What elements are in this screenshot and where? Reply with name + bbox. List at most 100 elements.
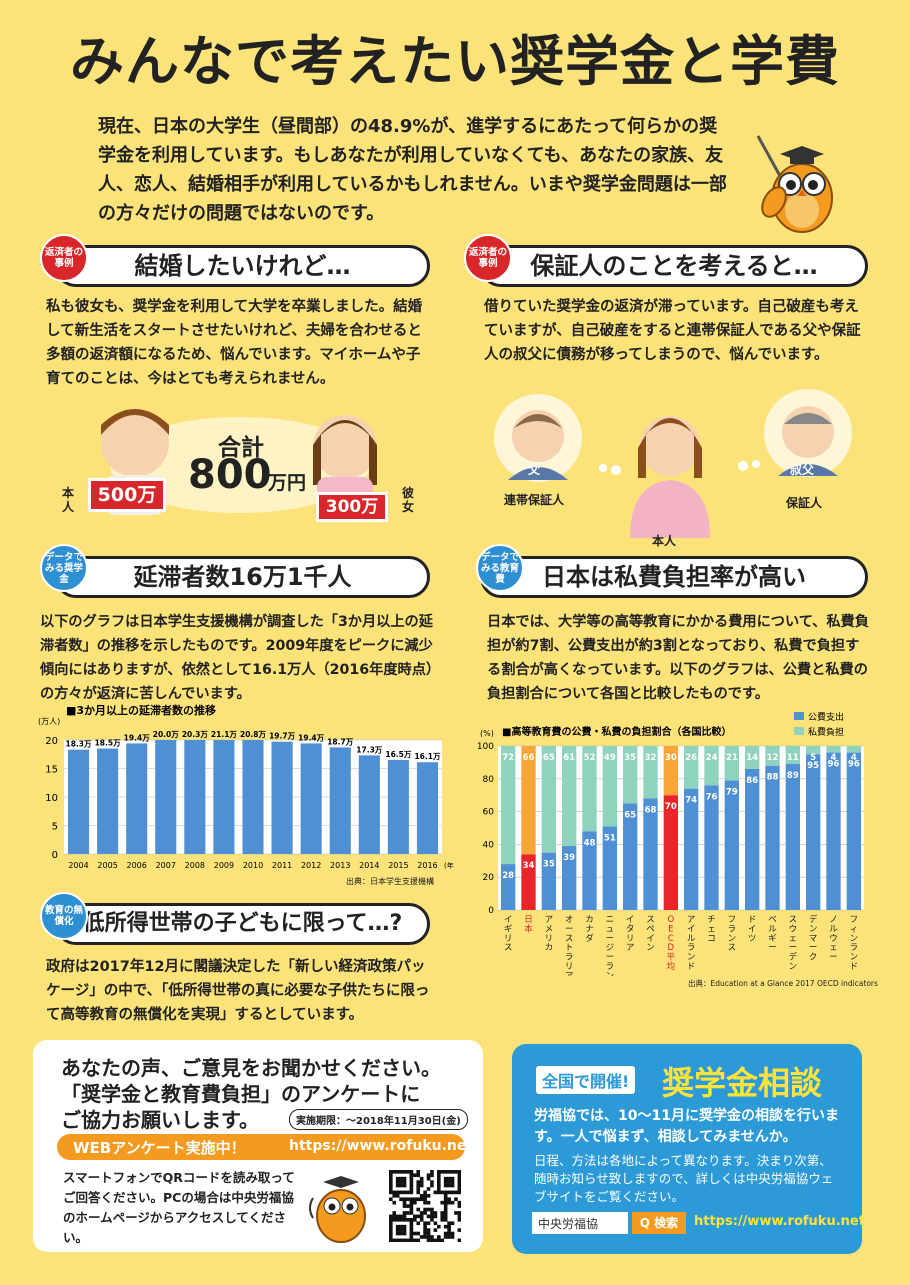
chart1-bar: [358, 755, 380, 854]
chart2-bar-private: [806, 746, 821, 755]
qr-module: [395, 1214, 400, 1219]
survey-banner[interactable]: WEBアンケート実施中！ https://www.rofuku.net: [57, 1134, 473, 1160]
chart2-ylabel: (%): [480, 729, 494, 738]
chart2-xtick-char: リ: [565, 962, 574, 972]
chart2-label-private: 30: [665, 753, 677, 763]
chart2-xtick-char: ン: [789, 962, 798, 972]
label-her: 彼女: [402, 486, 415, 514]
qr-module: [416, 1238, 421, 1242]
chart2-bar-private: [501, 746, 516, 865]
survey-panel: あなたの声、ご意見をお聞かせください。 「奨学金と教育費負担」のアンケートに ご…: [33, 1040, 483, 1252]
survey-line2: 「奨学金と教育費負担」のアンケートに: [61, 1082, 421, 1106]
chart2-bar-public: [602, 826, 617, 910]
chart2-xtick-char: ン: [728, 934, 737, 944]
free-tag: 教育の無償化: [40, 892, 88, 940]
chart1-bar: [184, 740, 206, 854]
qr-module: [426, 1238, 431, 1242]
qr-module: [416, 1207, 421, 1212]
qr-module: [423, 1207, 427, 1212]
qr-module: [454, 1170, 458, 1174]
qr-module: [395, 1228, 400, 1232]
qr-module: [409, 1228, 414, 1232]
chart2-xtick-char: 本: [524, 923, 533, 934]
chart2-xtick-char: ー: [565, 924, 574, 934]
qr-module: [409, 1231, 414, 1236]
qr-module: [433, 1211, 438, 1215]
chart2-xtick-char: ィ: [850, 924, 859, 934]
chart2-bar-private: [582, 746, 597, 832]
qr-module: [430, 1214, 434, 1219]
qr-module: [440, 1238, 445, 1242]
data1-heading: 延滞者数16万1千人: [55, 556, 430, 598]
chart1-data-label: 20.8万: [240, 730, 267, 739]
qr-module: [399, 1231, 403, 1236]
qr-module: [437, 1176, 441, 1181]
qr-module: [392, 1170, 397, 1174]
case2-tag: 返済者の事例: [464, 234, 512, 282]
chart1-xtick: 2011: [272, 861, 292, 870]
chart2-xtick-char: 均: [667, 961, 676, 972]
case2-text: 借りていた奨学金の返済が滞っています。自己破産も考えていますが、自己破産をすると…: [484, 299, 861, 363]
chart2-bar-private: [846, 746, 861, 753]
chart2-ytick: 100: [477, 742, 494, 752]
qr-module: [454, 1190, 458, 1195]
qr-module: [447, 1197, 451, 1202]
chart2-xtick-char: ト: [565, 943, 574, 953]
chart2-label-public: 74: [685, 796, 697, 806]
qr-module: [413, 1214, 417, 1219]
chart1-bar: [68, 749, 90, 854]
qr-module: [437, 1170, 441, 1174]
chart1-bar: [97, 748, 119, 854]
survey-url-link[interactable]: https://www.rofuku.net: [289, 1138, 474, 1154]
qr-module: [402, 1231, 407, 1236]
chart2-xtick-char: ル: [768, 924, 777, 934]
chart2-label-public: 70: [665, 802, 677, 812]
consult-panel: 全国で開催! 奨学金相談 労福協では、10～11月に奨学金の相談を行います。一人…: [512, 1044, 865, 1254]
qr-module: [409, 1204, 414, 1208]
chart2-label-public: 34: [523, 861, 535, 871]
qr-code-icon[interactable]: [389, 1170, 461, 1242]
consult-url-link[interactable]: https://www.rofuku.net: [694, 1214, 865, 1229]
qr-module: [430, 1238, 434, 1242]
chart2-bar-public: [582, 831, 597, 910]
chart1-xtick: 2004: [68, 861, 88, 870]
chart2-legend-private-swatch: [794, 727, 804, 735]
qr-module: [419, 1180, 424, 1184]
chart2-xtick-char: C: [668, 934, 674, 944]
qr-module: [443, 1204, 448, 1208]
chart2-ytick: 20: [483, 873, 495, 883]
chart1-ytick: 5: [52, 822, 58, 833]
chart2-xtick-char: ニ: [606, 915, 615, 925]
qr-module: [430, 1235, 434, 1239]
qr-module: [402, 1170, 407, 1174]
chart2-ytick: 40: [483, 840, 495, 850]
qr-module: [389, 1170, 393, 1174]
qr-module: [406, 1218, 410, 1222]
search-button[interactable]: Q 検索: [632, 1212, 686, 1234]
qr-module: [392, 1238, 397, 1242]
qr-module: [395, 1218, 400, 1222]
qr-module: [443, 1183, 448, 1188]
qr-module: [443, 1207, 448, 1212]
qr-module: [443, 1224, 448, 1229]
qr-module: [416, 1187, 421, 1191]
qr-module: [423, 1190, 427, 1195]
qr-module: [399, 1197, 403, 1202]
qr-module: [443, 1200, 448, 1205]
search-input[interactable]: [532, 1212, 628, 1234]
chart1-xtick: 2015: [388, 861, 408, 870]
case1-text: 私も彼女も、奨学金を利用して大学を卒業しました。結婚して新生活をスタートさせたい…: [46, 299, 423, 387]
qr-module: [389, 1235, 393, 1239]
chart2-xtick-char: ン: [646, 943, 655, 953]
qr-module: [426, 1231, 431, 1236]
qr-module: [457, 1180, 461, 1184]
free-text: 政府は2017年12月に閣議決定した「新しい経済政策パッケージ」の中で、「低所得…: [46, 959, 430, 1023]
chart2-xtick-char: ェ: [829, 943, 838, 953]
qr-module: [389, 1173, 393, 1178]
data2-heading: 日本は私費負担率が高い: [480, 556, 868, 598]
chart2-ytick: 80: [483, 775, 495, 785]
chart2-xtick-char: ベ: [768, 915, 777, 925]
survey-deadline: 実施期限：～2018年11月30日(金): [289, 1109, 468, 1130]
chart2-bar-private: [826, 746, 841, 753]
chart1-xtick: 2013: [330, 861, 350, 870]
